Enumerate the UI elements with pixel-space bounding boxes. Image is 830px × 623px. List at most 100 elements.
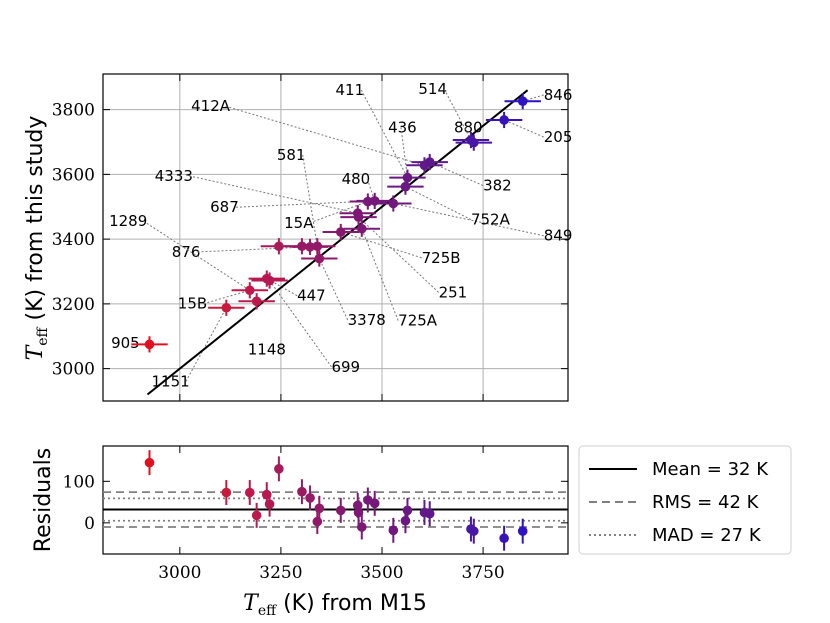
legend-rms-label: RMS = 42 K xyxy=(652,492,760,513)
data-point xyxy=(264,275,275,286)
y-tick-label: 0 xyxy=(84,514,95,534)
annotation-label: 725A xyxy=(398,312,438,330)
x-label-subscript: eff xyxy=(258,603,277,619)
annotation-leader-line xyxy=(400,127,408,178)
residual-point xyxy=(424,508,435,519)
annotation-leader-line xyxy=(361,228,399,321)
annotation-label: 687 xyxy=(210,198,239,216)
annotation-leader-line xyxy=(393,203,544,237)
annotation-leader-line xyxy=(443,88,472,141)
annotation-leader-line xyxy=(185,307,227,382)
annotation-label: 15A xyxy=(284,214,314,232)
residuals-y-axis-label: Residuals xyxy=(31,448,56,552)
y-tick-label: 3800 xyxy=(52,101,95,121)
data-point xyxy=(314,253,325,264)
data-point xyxy=(424,157,435,167)
annotation-label: 382 xyxy=(483,177,512,195)
main-y-label-subscript: eff xyxy=(35,326,51,345)
residuals-panel: 3000 3250 3500 3750 0 100 Residuals Teff (K) … xyxy=(31,445,569,619)
residual-point xyxy=(305,493,315,503)
annotation-label: 436 xyxy=(388,118,417,136)
x-tick-label: 3250 xyxy=(259,563,302,583)
legend: Mean = 32 K RMS = 42 K MAD = 27 K xyxy=(578,445,792,555)
annotation-label: 1148 xyxy=(248,341,286,359)
data-point xyxy=(353,212,364,222)
x-tick-label: 3750 xyxy=(461,563,504,583)
annotation-leader-line xyxy=(225,105,425,166)
annotation-label: 412A xyxy=(191,97,231,115)
x-tick-label: 3000 xyxy=(158,563,201,583)
data-point xyxy=(312,241,323,252)
annotation-label: 3378 xyxy=(348,311,386,329)
annotation-label: 846 xyxy=(544,86,573,104)
annotation-leader-line xyxy=(302,154,318,247)
residual-point xyxy=(468,526,479,536)
annotation-label: 699 xyxy=(331,358,360,376)
annotation-label: 725B xyxy=(422,249,461,267)
annotation-leader-line xyxy=(360,89,408,178)
data-point xyxy=(144,339,155,350)
annotation-leader-line xyxy=(340,231,422,259)
residual-point xyxy=(499,533,509,544)
y-tick-label: 100 xyxy=(63,472,95,492)
residual-point xyxy=(388,525,399,536)
annotation-label: 752A xyxy=(471,211,511,229)
residual-point xyxy=(402,505,413,516)
legend-mad-label: MAD = 27 K xyxy=(652,525,762,546)
data-point xyxy=(400,181,411,192)
residual-point xyxy=(335,505,346,516)
main-y-label-text: (K) from this study xyxy=(23,116,48,328)
data-point xyxy=(402,172,413,183)
residual-points xyxy=(144,450,528,551)
y-tick-label: 3400 xyxy=(52,230,95,250)
data-point xyxy=(335,227,346,237)
data-point xyxy=(221,302,232,313)
annotation-label: 480 xyxy=(342,170,371,188)
residual-point xyxy=(314,503,325,514)
y-tick-label: 3000 xyxy=(52,360,95,380)
x-tick-label: 3500 xyxy=(360,563,403,583)
annotation-leader-line xyxy=(189,175,358,214)
data-point xyxy=(251,296,262,307)
main-y-axis-label: Teff (K) from this study xyxy=(23,116,51,361)
data-point xyxy=(388,198,399,209)
residual-point xyxy=(297,486,307,497)
annotation-label: 4333 xyxy=(155,167,193,185)
data-point xyxy=(244,285,255,296)
annotation-label: 1151 xyxy=(152,372,190,390)
residual-point xyxy=(312,516,323,527)
annotation-label: 849 xyxy=(544,227,573,245)
legend-mean-label: Mean = 32 K xyxy=(652,459,769,480)
annotation-leader-line xyxy=(318,258,349,321)
residual-point xyxy=(517,526,528,536)
x-label-symbol: T xyxy=(243,591,260,616)
residual-point xyxy=(264,499,275,509)
data-point xyxy=(356,223,367,234)
residual-point xyxy=(400,515,411,526)
residual-point xyxy=(221,487,232,498)
annotation-leader-line xyxy=(203,289,250,305)
annotation-label: 205 xyxy=(544,128,573,146)
y-tick-label: 3200 xyxy=(52,295,95,315)
main-ticks: 3000 3200 3400 3600 3800 xyxy=(52,74,568,401)
residuals-ticks: 3000 3250 3500 3750 0 100 xyxy=(63,446,568,583)
data-point xyxy=(274,241,284,252)
residual-point xyxy=(251,510,262,521)
data-point xyxy=(499,115,509,125)
y-tick-label: 3600 xyxy=(52,165,95,185)
annotation-label: 447 xyxy=(297,287,326,305)
annotation-label: 876 xyxy=(172,243,201,261)
annotation-leader-line xyxy=(269,280,332,368)
x-axis-label: Teff (K) from M15 xyxy=(243,591,427,619)
main-panel: 3000 3200 3400 3600 3800 905 1151 1148 699 15B 44… xyxy=(23,73,573,402)
annotation-label: 251 xyxy=(439,283,468,301)
annotation-leader-line xyxy=(503,119,544,138)
residual-point xyxy=(369,498,380,509)
main-grid xyxy=(103,74,568,401)
annotation-leader-line xyxy=(235,200,375,208)
residuals-plot-frame xyxy=(102,445,569,555)
residual-point xyxy=(244,487,255,498)
annotation-label: 1289 xyxy=(109,212,147,230)
annotation-label: 581 xyxy=(277,146,306,164)
annotation-label: 880 xyxy=(454,118,483,136)
